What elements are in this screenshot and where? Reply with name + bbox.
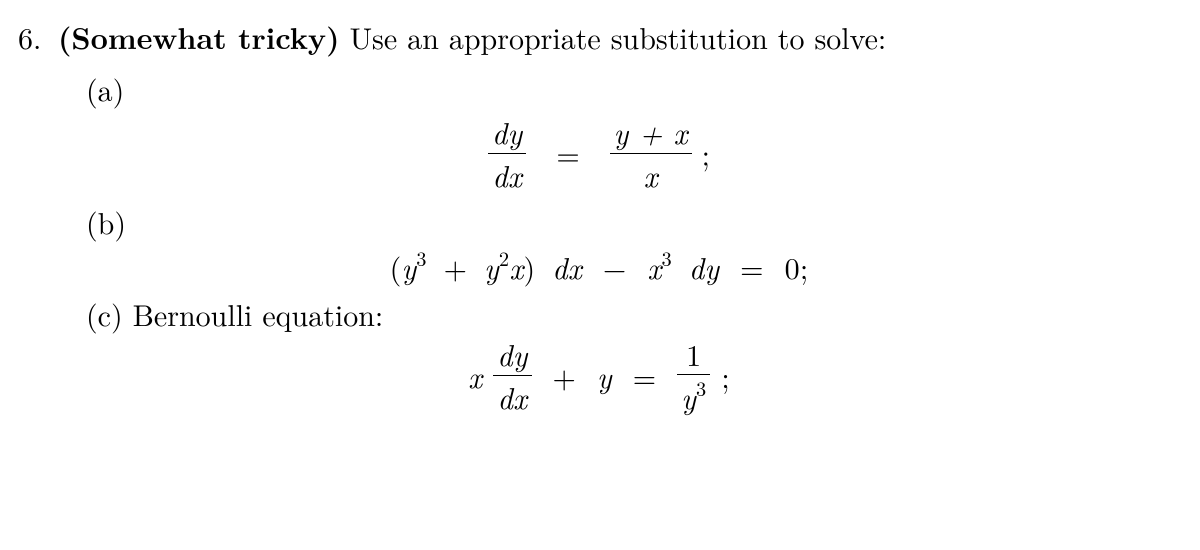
part-b-label: (b): [18, 203, 1180, 241]
fraction-one-y3: 1 y3: [677, 335, 710, 416]
part-c: (c)Bernoulli equation:: [18, 295, 1180, 333]
semicolon: ;: [702, 131, 710, 174]
problem-statement: 6.(Somewhat tricky) Use an appropriate s…: [18, 18, 1180, 56]
equation-c: x dy dx + y = 1 y3 ;: [18, 335, 1180, 416]
part-a-label: (a): [18, 70, 1180, 108]
problem-number: 6.: [18, 18, 58, 56]
fraction-dy-dx: dy dx: [488, 113, 526, 193]
part-c-text: Bernoulli equation:: [133, 292, 384, 335]
fraction-dy-dx-c: dy dx: [493, 335, 531, 415]
problem-tag: (Somewhat tricky): [58, 15, 340, 58]
equation-a: dy dx = y + x x ;: [18, 113, 1180, 193]
equals-sign: =: [556, 131, 579, 174]
problem-rest: Use an appropriate substitution to solve…: [350, 15, 887, 58]
part-c-label: (c)Bernoulli equation:: [18, 295, 397, 333]
fraction-yx-x: y + x x: [610, 113, 692, 193]
equation-b: (y3 + y2x) dx − x3 dy = 0;: [18, 247, 1180, 286]
